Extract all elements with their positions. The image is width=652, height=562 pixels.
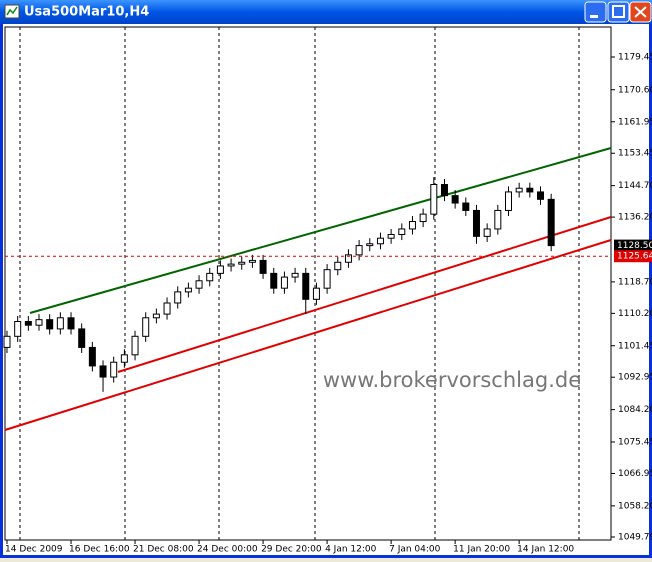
- candle-body: [430, 184, 438, 215]
- candle-body: [78, 328, 86, 348]
- candle-body: [163, 302, 171, 315]
- maximize-button[interactable]: [607, 1, 630, 23]
- y-tick-label: 1170.60: [618, 85, 652, 95]
- y-tick-label: 1161.95: [618, 117, 652, 127]
- candle-body: [35, 319, 43, 326]
- y-tick-label: 1075.45: [618, 438, 652, 448]
- x-tick-label: 4 Jan 12:00: [325, 545, 377, 555]
- candle-body: [131, 335, 139, 356]
- y-tick-label: 1049.79: [618, 533, 652, 543]
- x-tick-label: 11 Jan 20:00: [453, 545, 510, 555]
- x-tick-label: 14 Jan 12:00: [517, 545, 574, 555]
- close-button[interactable]: [629, 1, 652, 23]
- trend-lines: [4, 147, 612, 431]
- candle-body: [483, 228, 491, 237]
- candle-body: [408, 221, 416, 230]
- candle-body: [494, 209, 502, 230]
- window-icon-glyph: [6, 6, 18, 16]
- chart-canvas: [3, 24, 649, 555]
- minimize-button[interactable]: [584, 1, 607, 23]
- x-tick-label: 24 Dec 00:00: [197, 545, 258, 555]
- watermark: www.brokervorschlag.de: [323, 368, 581, 392]
- candle-body: [56, 317, 64, 330]
- candle-body: [152, 313, 160, 319]
- x-tick-label: 16 Dec 16:00: [69, 545, 130, 555]
- candle-body: [3, 335, 11, 348]
- candle-body: [440, 184, 448, 197]
- candle-body: [462, 202, 470, 211]
- y-tick-label: 1084.20: [618, 405, 652, 415]
- window-title: Usa500Mar10,H4: [24, 5, 149, 20]
- candle-body: [174, 291, 182, 304]
- y-tick-label: 1110.20: [618, 309, 652, 319]
- y-tick-label: 1101.45: [618, 341, 652, 351]
- plot-frame: [4, 26, 612, 541]
- y-tick-label: 1144.70: [618, 181, 652, 191]
- candle-body: [216, 265, 224, 274]
- y-tick-label: 1136.20: [618, 213, 652, 223]
- candle-body: [67, 317, 75, 330]
- period-separators: [19, 27, 580, 540]
- candle-body: [259, 259, 267, 274]
- x-tick-label: 21 Dec 08:00: [133, 545, 194, 555]
- candle-body: [537, 191, 544, 200]
- candle-body: [451, 195, 459, 204]
- candle-body: [110, 361, 118, 378]
- candle-body: [88, 346, 96, 367]
- y-tick-label: 1092.95: [618, 373, 652, 383]
- y-tick-label: 1153.45: [618, 149, 652, 159]
- price-label: 1125.64: [617, 252, 652, 262]
- x-tick-label: 14 Dec 2009: [5, 545, 63, 555]
- candle-body: [355, 245, 363, 256]
- candle-body: [14, 321, 22, 337]
- y-tick-label: 1066.95: [618, 469, 652, 479]
- candle-body: [280, 276, 288, 289]
- price-label-box: [614, 239, 652, 252]
- candle-body: [184, 287, 192, 293]
- y-tick-label: 1058.20: [618, 501, 652, 511]
- candle-body: [142, 317, 150, 337]
- title-bar: [0, 0, 652, 24]
- candle-body: [387, 234, 395, 239]
- candle-body: [238, 261, 246, 265]
- candle-body: [419, 213, 427, 223]
- candle-body: [323, 269, 331, 289]
- candle-body: [291, 272, 299, 278]
- candle-body: [515, 187, 523, 193]
- candle-body: [504, 191, 512, 211]
- candle-body: [206, 272, 214, 282]
- price-label-box: [614, 250, 652, 263]
- candle-body: [366, 243, 374, 247]
- candle-body: [99, 365, 107, 378]
- candle-body: [376, 237, 384, 245]
- candle-body: [46, 319, 54, 330]
- candle-body: [24, 321, 32, 326]
- candle-body: [398, 228, 406, 236]
- price-label: 1128.50: [617, 241, 652, 251]
- x-tick-label: 29 Dec 20:00: [261, 545, 322, 555]
- candle-body: [472, 209, 480, 237]
- candle-body: [312, 287, 320, 300]
- candle-body: [526, 187, 534, 193]
- candle-body: [227, 263, 235, 267]
- y-tick-label: 1179.45: [618, 52, 652, 62]
- y-tick-label: 1118.70: [618, 277, 652, 287]
- candle-body: [334, 261, 342, 271]
- candle-body: [120, 354, 128, 363]
- candle-body: [270, 272, 278, 289]
- candle-body: [344, 254, 352, 263]
- candle-body: [547, 198, 555, 247]
- candle-body: [248, 259, 256, 263]
- x-tick-label: 7 Jan 04:00: [389, 545, 441, 555]
- candle-body: [195, 280, 203, 289]
- candle-body: [302, 272, 310, 300]
